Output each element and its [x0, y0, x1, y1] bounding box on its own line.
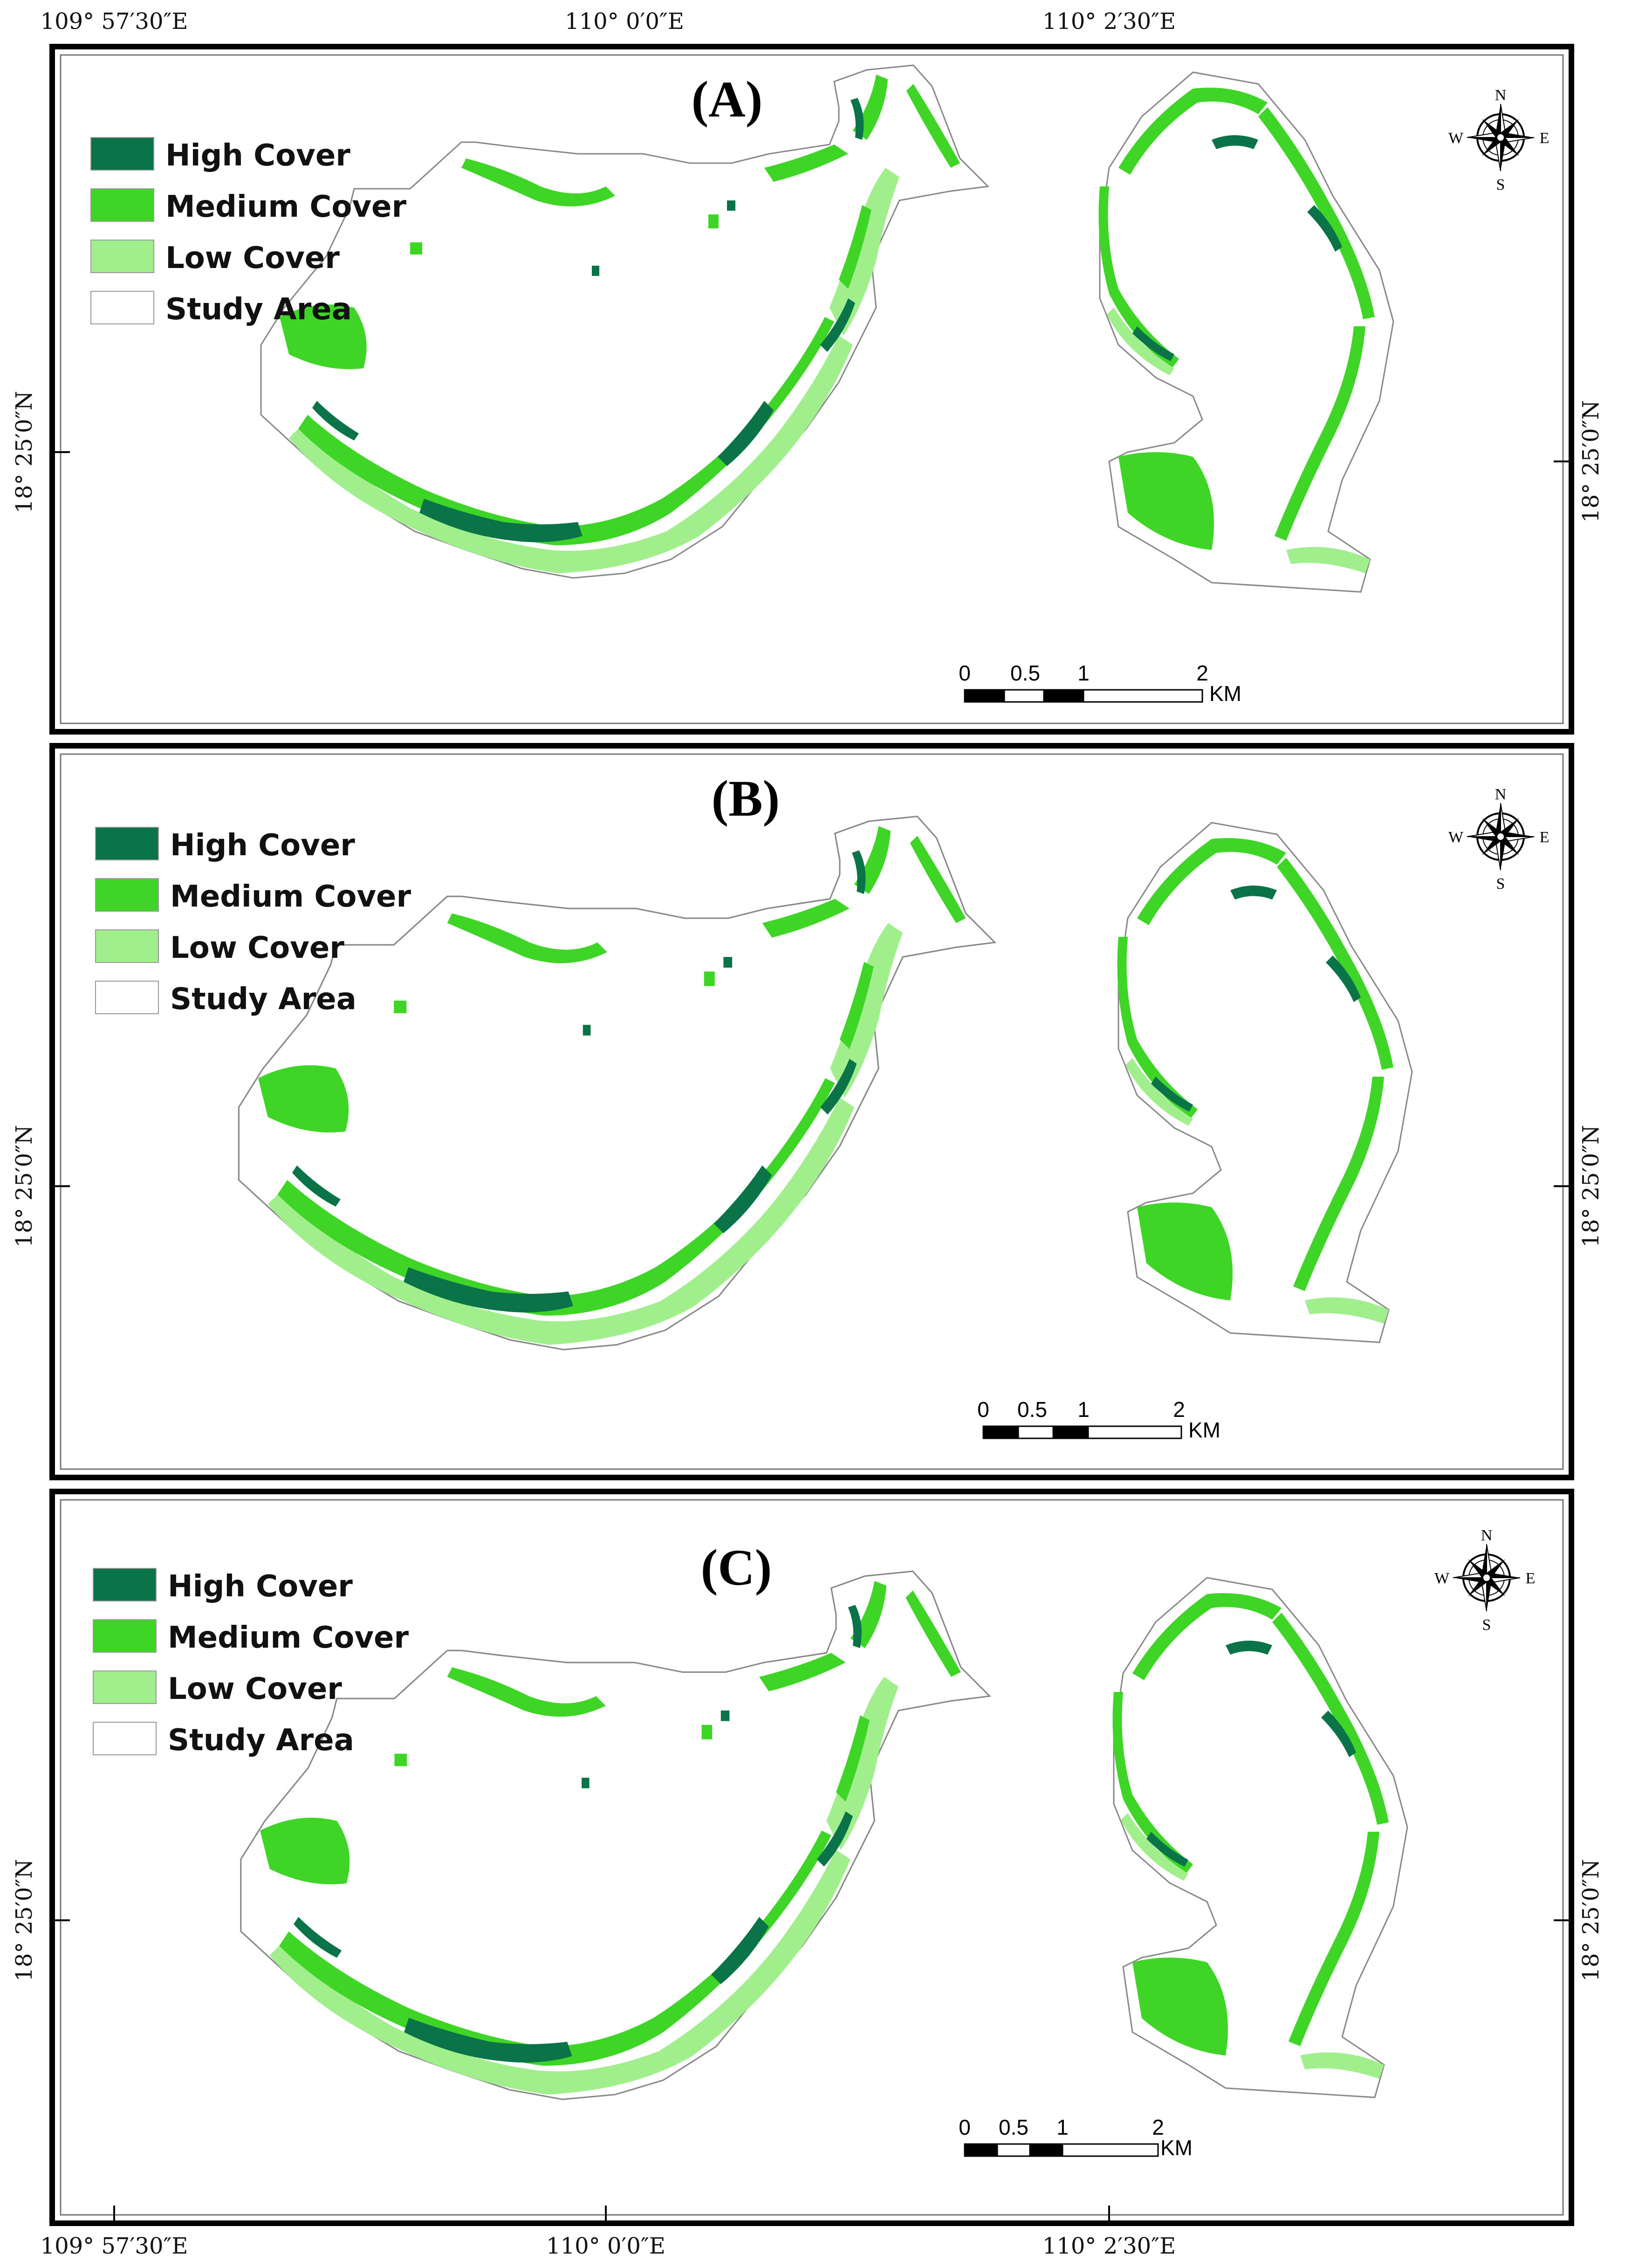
scale-unit: KM [1160, 2136, 1193, 2160]
compass-e: E [1540, 829, 1550, 846]
coord-bottom-3: 110° 2′30″E [1042, 2233, 1176, 2259]
legend-high-cover: High Cover [168, 1569, 353, 1604]
legend: High Cover Medium Cover Low Cover Study … [90, 137, 406, 327]
legend-low-cover: Low Cover [170, 931, 344, 965]
compass: N S E W [1448, 87, 1549, 193]
legend-study-area: Study Area [165, 292, 352, 327]
compass-n: N [1495, 87, 1507, 104]
compass-n: N [1495, 786, 1507, 803]
legend-study-area: Study Area [168, 1723, 354, 1758]
compass: N S E W [1448, 786, 1549, 893]
compass-e: E [1526, 1570, 1536, 1587]
coord-left-a: 18° 25′0″N [11, 391, 37, 514]
scale-tick-2: 2 [1152, 2115, 1164, 2139]
compass-w: W [1448, 130, 1464, 147]
coord-top-2: 110° 0′0″E [565, 8, 684, 34]
compass-s: S [1482, 1616, 1491, 1634]
scale-tick-0: 0 [959, 2115, 971, 2139]
legend-high-cover: High Cover [170, 828, 355, 863]
compass: N S E W [1434, 1527, 1535, 1634]
legend: High Cover Medium Cover Low Cover Study … [95, 827, 411, 1017]
panel-c: (C) High Cover Medium Cover Low Cover St… [11, 1489, 1604, 2226]
coord-right-c: 18° 25′0″N [1578, 1859, 1604, 1982]
scale-bar: 0 0.5 1 2 KM [959, 2115, 1193, 2160]
scale-tick-05: 0.5 [1017, 1397, 1047, 1422]
coord-top-1: 109° 57′30″E [41, 8, 188, 34]
scale-bar: 0 0.5 1 2 KM [959, 661, 1241, 706]
panel-title: (A) [692, 71, 763, 128]
scale-tick-1: 1 [1056, 2115, 1069, 2139]
legend-medium-cover: Medium Cover [165, 190, 406, 224]
coord-top-3: 110° 2′30″E [1042, 8, 1176, 34]
coord-right-a: 18° 25′0″N [1578, 400, 1604, 523]
coord-right-b: 18° 25′0″N [1578, 1125, 1604, 1248]
scale-tick-05: 0.5 [999, 2115, 1028, 2139]
panel-b: (B) High Cover Medium Cover Low Cover St… [11, 743, 1604, 1480]
scale-tick-2: 2 [1173, 1397, 1185, 1422]
compass-s: S [1496, 176, 1505, 193]
legend-low-cover: Low Cover [168, 1672, 342, 1706]
legend-study-area: Study Area [170, 982, 357, 1017]
scale-bar: 0 0.5 1 2 KM [977, 1397, 1220, 1442]
compass-w: W [1448, 829, 1464, 846]
coord-left-c: 18° 25′0″N [11, 1859, 37, 1982]
panel-title: (B) [712, 770, 780, 827]
coord-bottom-1: 109° 57′30″E [41, 2233, 188, 2259]
compass-w: W [1434, 1570, 1450, 1587]
coord-bottom-2: 110° 0′0″E [546, 2233, 665, 2259]
panel-a: (A) High Cover Medium Cover Low Cover St… [11, 44, 1604, 735]
scale-tick-2: 2 [1196, 661, 1208, 685]
compass-e: E [1540, 130, 1550, 147]
legend: High Cover Medium Cover Low Cover Study … [93, 1568, 409, 1758]
scale-tick-0: 0 [959, 661, 971, 685]
compass-s: S [1496, 875, 1505, 893]
compass-n: N [1481, 1527, 1493, 1544]
coord-left-b: 18° 25′0″N [11, 1125, 37, 1248]
scale-tick-05: 0.5 [1010, 661, 1040, 685]
legend-medium-cover: Medium Cover [168, 1621, 409, 1655]
legend-high-cover: High Cover [165, 138, 350, 173]
scale-tick-1: 1 [1077, 661, 1090, 685]
scale-unit: KM [1188, 1418, 1220, 1442]
scale-tick-0: 0 [977, 1397, 989, 1422]
legend-medium-cover: Medium Cover [170, 880, 411, 914]
panel-title: (C) [701, 1539, 772, 1596]
scale-tick-1: 1 [1077, 1397, 1090, 1422]
legend-low-cover: Low Cover [165, 241, 340, 275]
scale-unit: KM [1209, 681, 1241, 706]
